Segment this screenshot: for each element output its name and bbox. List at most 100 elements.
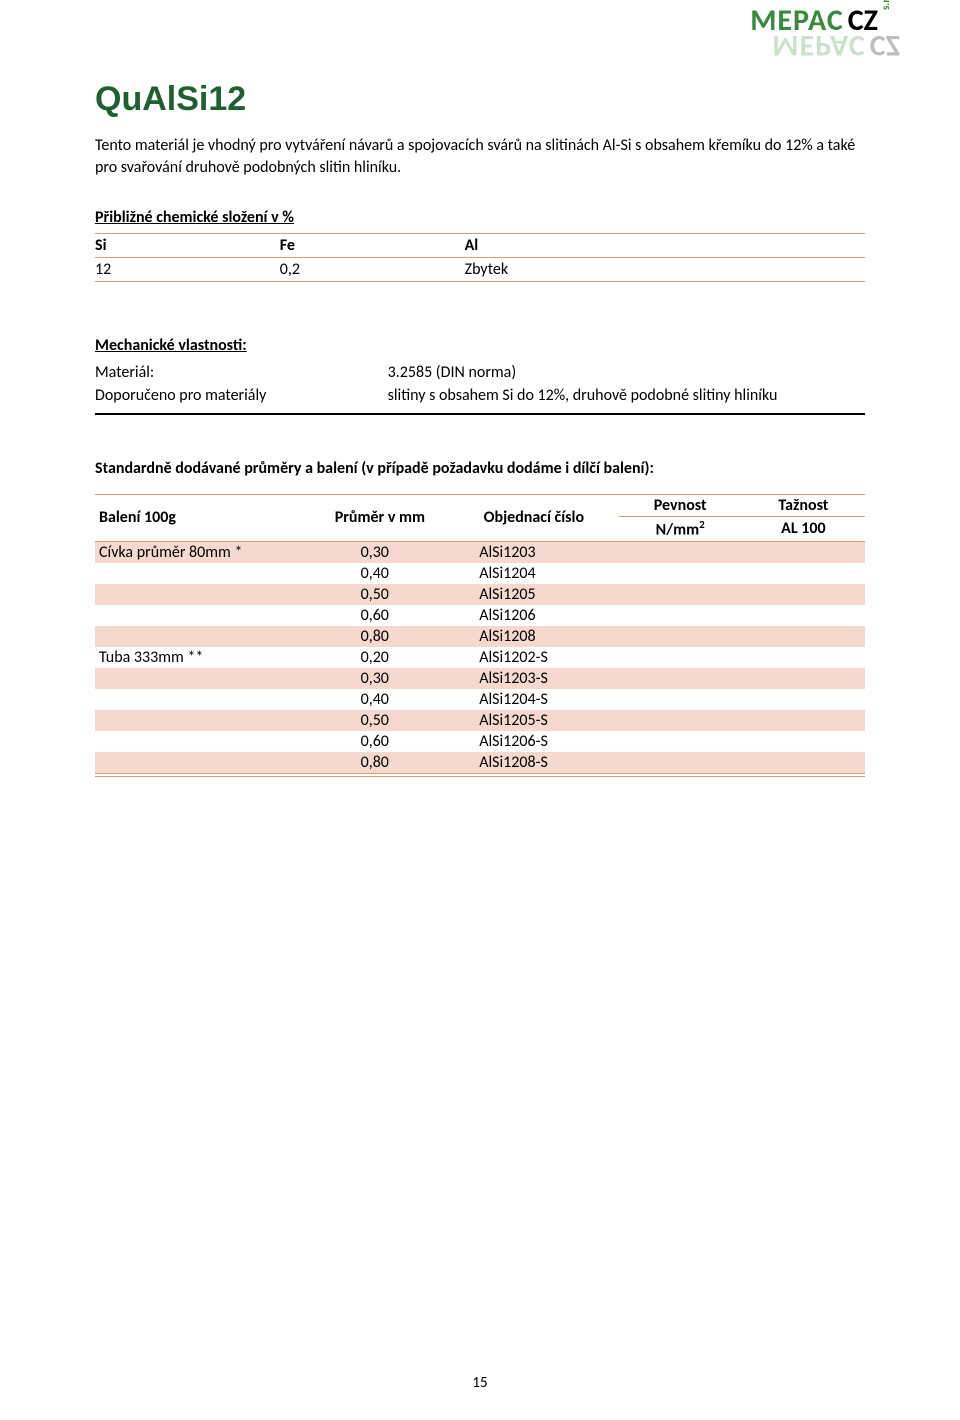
hdr-nmm: N/mm2	[619, 517, 742, 541]
logo-suffix-mirror: CZ	[870, 27, 900, 64]
table-row: 0,80AlSi1208-S	[95, 752, 865, 774]
hdr-pevnost: Pevnost	[619, 495, 742, 517]
cell-diameter: 0,20	[311, 647, 450, 668]
cell-group: Tuba 333mm **	[95, 647, 311, 668]
cell-group	[95, 605, 311, 626]
cell-code: AlSi1206	[449, 605, 618, 626]
cell-strength	[619, 710, 742, 731]
cell-group	[95, 689, 311, 710]
chem-val-si: 12	[95, 258, 280, 282]
cell-ductility	[742, 710, 865, 731]
table-row: 0,50AlSi1205	[95, 584, 865, 605]
table-row: 0,50AlSi1205-S	[95, 710, 865, 731]
cell-group	[95, 668, 311, 689]
cell-code: AlSi1205	[449, 584, 618, 605]
cell-strength	[619, 773, 742, 776]
page-title: QuAlSi12	[95, 80, 865, 119]
cell-ductility	[742, 647, 865, 668]
mech-divider	[95, 413, 865, 415]
cell-group: Cívka průměr 80mm *	[95, 541, 311, 563]
cell-diameter: 0,80	[311, 626, 450, 647]
chem-col-al: Al	[465, 234, 865, 258]
cell-strength	[619, 584, 742, 605]
mech-label-1: Doporučeno pro materiály	[95, 384, 388, 407]
logo: MEPACCZs.r.o. MEPACCZ	[750, 6, 900, 60]
hdr-al100: AL 100	[742, 517, 865, 541]
chem-table: Si Fe Al 12 0,2 Zbytek	[95, 233, 865, 282]
cell-diameter: 0,30	[311, 541, 450, 563]
cell-group	[95, 710, 311, 731]
cell-ductility	[742, 605, 865, 626]
cell-strength	[619, 668, 742, 689]
mech-table: Materiál: 3.2585 (DIN norma) Doporučeno …	[95, 361, 865, 407]
cell-group	[95, 626, 311, 647]
table-row: 0,80AlSi1208	[95, 626, 865, 647]
cell-code: AlSi1205-S	[449, 710, 618, 731]
table-row: 0,60AlSi1206-S	[95, 731, 865, 752]
cell-diameter: 0,60	[311, 605, 450, 626]
cell-ductility	[742, 626, 865, 647]
cell-strength	[619, 647, 742, 668]
chem-col-si: Si	[95, 234, 280, 258]
logo-sro: s.r.o.	[880, 0, 891, 10]
cell-diameter: 0,60	[311, 731, 450, 752]
standard-line: Standardně dodávané průměry a balení (v …	[95, 459, 865, 478]
cell-group	[95, 563, 311, 584]
cell-ductility	[742, 541, 865, 563]
cell-strength	[619, 689, 742, 710]
cell-code: AlSi1206-S	[449, 731, 618, 752]
chem-col-fe: Fe	[280, 234, 465, 258]
table-row: 0,40AlSi1204	[95, 563, 865, 584]
page: MEPACCZs.r.o. MEPACCZ QuAlSi12 Tento mat…	[0, 0, 960, 1420]
cell-strength	[619, 731, 742, 752]
cell-strength	[619, 541, 742, 563]
chem-heading: Přibližné chemické složení v %	[95, 208, 865, 227]
cell-ductility	[742, 731, 865, 752]
hdr-baleni: Balení 100g	[95, 495, 311, 541]
cell-code: AlSi1208	[449, 626, 618, 647]
table-row: Cívka průměr 80mm *0,30AlSi1203	[95, 541, 865, 563]
cell-code: AlSi1202-S	[449, 647, 618, 668]
cell-group	[95, 773, 311, 776]
mech-label-0: Materiál:	[95, 361, 388, 384]
cell-code: AlSi1204	[449, 563, 618, 584]
page-number: 15	[0, 1374, 960, 1392]
standard-line-text: Standardně dodávané průměry a balení (v …	[95, 459, 654, 478]
cell-ductility	[742, 752, 865, 774]
cell-strength	[619, 563, 742, 584]
cell-diameter: 0,50	[311, 710, 450, 731]
logo-brand-mirror: MEPAC	[772, 27, 866, 64]
cell-diameter	[311, 773, 450, 776]
cell-group	[95, 731, 311, 752]
table-row: 0,60AlSi1206	[95, 605, 865, 626]
cell-ductility	[742, 563, 865, 584]
cell-group	[95, 752, 311, 774]
cell-group	[95, 584, 311, 605]
cell-ductility	[742, 668, 865, 689]
cell-code: AlSi1203-S	[449, 668, 618, 689]
hdr-objednaci: Objednací číslo	[449, 495, 618, 541]
mech-value-0: 3.2585 (DIN norma)	[388, 361, 865, 384]
table-row: 0,30AlSi1203-S	[95, 668, 865, 689]
cell-diameter: 0,40	[311, 563, 450, 584]
cell-diameter: 0,50	[311, 584, 450, 605]
hdr-prumer: Průměr v mm	[311, 495, 450, 541]
cell-code: AlSi1203	[449, 541, 618, 563]
cell-diameter: 0,80	[311, 752, 450, 774]
chem-val-al: Zbytek	[465, 258, 865, 282]
table-row: Tuba 333mm **0,20AlSi1202-S	[95, 647, 865, 668]
mech-heading: Mechanické vlastnosti:	[95, 336, 865, 355]
chem-val-fe: 0,2	[280, 258, 465, 282]
cell-code: AlSi1208-S	[449, 752, 618, 774]
hdr-taznost: Tažnost	[742, 495, 865, 517]
mech-value-1: slitiny s obsahem Si do 12%, druhově pod…	[388, 384, 865, 407]
cell-code: AlSi1204-S	[449, 689, 618, 710]
cell-strength	[619, 752, 742, 774]
data-table: Balení 100g Průměr v mm Objednací číslo …	[95, 494, 865, 776]
cell-diameter: 0,30	[311, 668, 450, 689]
table-row	[95, 773, 865, 776]
table-row: 0,40AlSi1204-S	[95, 689, 865, 710]
cell-strength	[619, 626, 742, 647]
cell-ductility	[742, 689, 865, 710]
cell-code	[449, 773, 618, 776]
